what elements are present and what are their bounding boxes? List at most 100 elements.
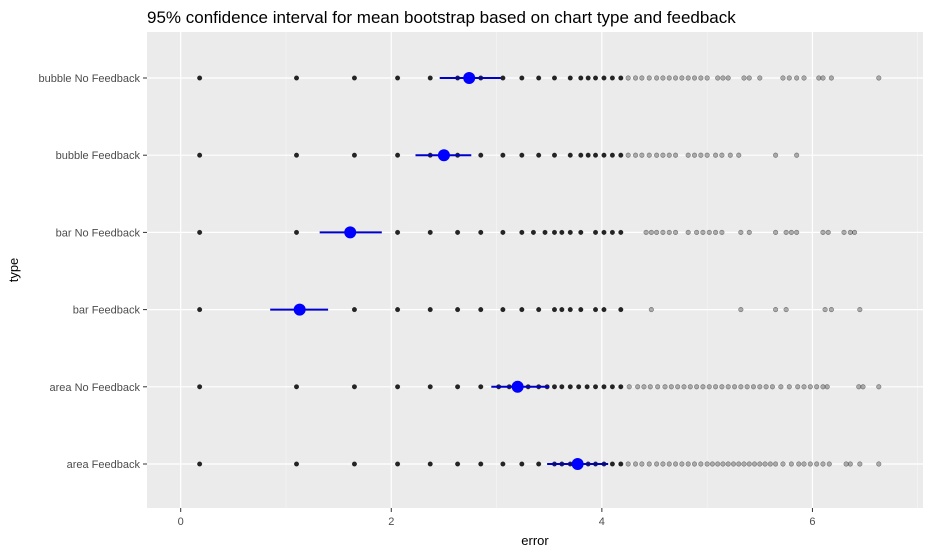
data-point — [738, 307, 744, 313]
data-point — [351, 461, 357, 467]
data-point — [666, 152, 672, 158]
data-point — [662, 384, 668, 390]
data-point — [738, 384, 744, 390]
data-point — [351, 307, 357, 313]
data-point — [713, 384, 719, 390]
data-point — [704, 461, 710, 467]
y-tick-label: bar Feedback — [73, 305, 141, 317]
data-point — [351, 152, 357, 158]
data-point — [822, 307, 828, 313]
data-point — [395, 461, 401, 467]
data-point — [746, 75, 752, 81]
data-point — [843, 461, 849, 467]
data-point — [750, 384, 757, 390]
data-point — [395, 152, 401, 158]
x-tick-label: 2 — [388, 516, 394, 528]
data-point — [814, 384, 820, 390]
data-point — [857, 307, 863, 313]
data-point — [643, 229, 649, 235]
data-point — [536, 461, 542, 467]
data-point — [592, 152, 599, 158]
data-point — [293, 229, 300, 235]
data-point — [691, 152, 698, 158]
data-point — [751, 461, 758, 467]
data-point — [788, 461, 794, 467]
data-point — [592, 229, 599, 235]
data-point — [720, 75, 726, 81]
data-point — [675, 384, 681, 390]
data-point — [731, 384, 738, 390]
data-point — [694, 384, 700, 390]
data-point — [395, 384, 401, 390]
data-point — [736, 461, 742, 467]
data-point — [197, 75, 203, 81]
data-point — [706, 384, 712, 390]
data-point — [500, 75, 506, 81]
data-point — [654, 152, 660, 158]
data-point — [706, 229, 712, 235]
data-points — [197, 75, 882, 467]
data-point — [633, 461, 639, 467]
data-point — [691, 461, 698, 467]
data-point — [584, 384, 590, 390]
data-point — [551, 75, 558, 81]
data-point — [673, 152, 679, 158]
data-point — [519, 229, 525, 235]
data-point — [801, 461, 807, 467]
data-point — [576, 384, 582, 390]
data-point — [592, 75, 599, 81]
data-point — [847, 461, 853, 467]
x-axis: 0 2 4 6 — [178, 508, 816, 528]
data-point — [519, 307, 525, 313]
y-tick-label: area Feedback — [67, 459, 141, 471]
data-point — [641, 384, 647, 390]
data-point — [666, 229, 672, 235]
mean-marker — [571, 458, 584, 470]
confidence-intervals — [270, 72, 609, 470]
data-point — [666, 461, 672, 467]
data-point — [673, 75, 679, 81]
data-point — [551, 229, 558, 235]
data-point — [455, 384, 461, 390]
data-point — [293, 152, 300, 158]
data-point — [847, 229, 853, 235]
data-point — [618, 229, 624, 235]
data-point — [666, 75, 672, 81]
data-point — [455, 461, 461, 467]
data-point — [685, 152, 691, 158]
data-point — [646, 461, 652, 467]
data-point — [698, 152, 704, 158]
data-point — [293, 384, 300, 390]
data-point — [592, 307, 599, 313]
y-tick-label: area No Feedback — [50, 382, 141, 394]
data-point — [763, 384, 769, 390]
data-point — [551, 384, 558, 390]
data-point — [351, 384, 357, 390]
data-point — [715, 461, 721, 467]
data-point — [796, 461, 802, 467]
data-point — [794, 229, 800, 235]
data-point — [478, 229, 484, 235]
data-point — [500, 152, 506, 158]
data-point — [744, 384, 750, 390]
data-point — [567, 229, 573, 235]
data-point — [293, 75, 300, 81]
data-point — [685, 229, 691, 235]
data-point — [654, 229, 660, 235]
data-point — [757, 461, 763, 467]
data-point — [795, 384, 801, 390]
data-point — [654, 461, 660, 467]
data-point — [567, 152, 573, 158]
data-point — [567, 307, 573, 313]
y-tick-label: bubble No Feedback — [38, 73, 140, 85]
data-point — [609, 384, 615, 390]
data-point — [536, 307, 542, 313]
data-point — [455, 307, 461, 313]
data-point — [427, 229, 433, 235]
data-point — [691, 75, 698, 81]
data-point — [609, 75, 615, 81]
data-point — [578, 229, 584, 235]
data-point — [668, 384, 674, 390]
data-point — [478, 461, 484, 467]
data-point — [673, 461, 679, 467]
